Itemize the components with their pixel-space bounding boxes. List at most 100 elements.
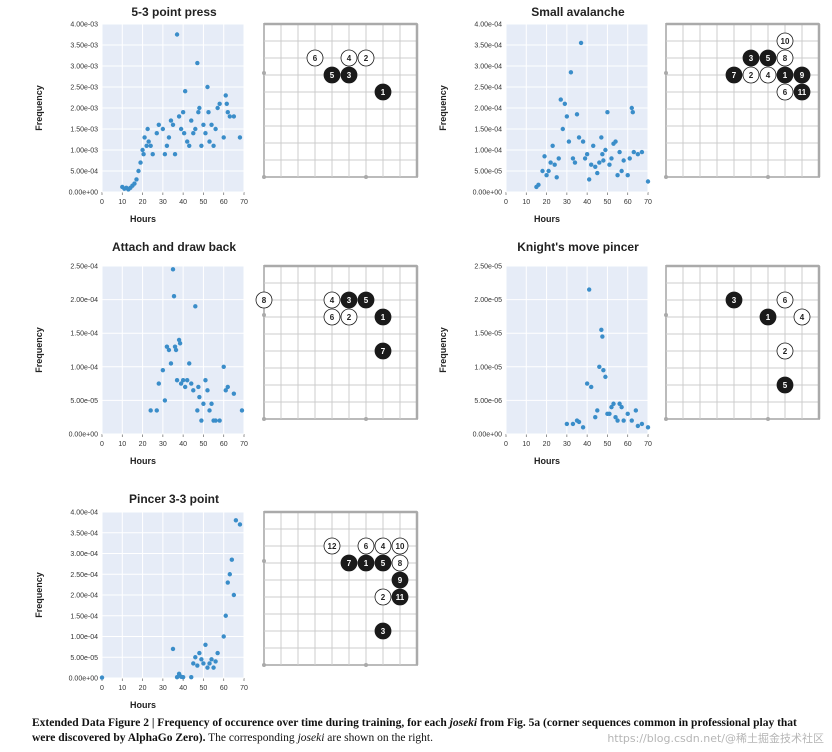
data-point [625,173,630,178]
data-point [562,101,568,107]
data-point [191,661,196,666]
data-point [564,421,570,427]
data-point [138,160,143,165]
data-point [148,143,153,148]
black-stone [323,66,341,84]
data-point [600,152,605,157]
data-point [633,408,639,413]
data-point [199,657,204,662]
data-point [597,160,602,165]
stone-number: 1 [766,313,771,322]
data-point [619,168,624,174]
y-tick-label: 2.50e-05 [474,264,502,271]
white-stone [742,66,760,84]
y-tick-label: 3.50e-04 [474,43,502,50]
white-stone [357,537,375,555]
chart-title: Pincer 3-3 point [129,492,219,506]
x-tick-label: 20 [543,441,551,448]
y-tick-label: 5.00e-06 [474,398,502,405]
data-point [203,642,208,647]
data-point [605,110,610,115]
black-stone [759,308,777,326]
data-point [180,378,186,383]
stone-number: 5 [783,381,788,390]
data-point [193,126,198,132]
x-tick-label: 30 [159,199,167,206]
data-point [576,419,582,425]
data-point [207,408,212,413]
data-point [203,378,208,383]
data-point [223,613,228,618]
data-point [180,110,186,115]
caption-label-italic: joseki [449,717,478,729]
x-tick-label: 20 [139,199,147,206]
data-point [189,674,194,680]
data-point [132,181,137,186]
white-stone [357,49,375,67]
data-point [580,139,586,144]
data-point [196,384,201,390]
data-point [231,114,237,119]
y-tick-label: 5.00e-05 [70,398,98,405]
data-point [99,675,105,680]
x-tick-label: 0 [100,685,104,692]
data-point [635,152,641,157]
data-point [603,147,608,153]
x-tick-label: 30 [563,199,571,206]
data-point [197,394,202,400]
data-point [185,139,190,144]
data-point [627,156,632,161]
stone-number: 9 [398,576,403,585]
data-point [568,70,574,75]
x-axis-label: Hours [130,456,156,466]
data-point [601,158,606,163]
data-point [211,665,216,670]
data-point [550,143,555,148]
stone-number: 5 [330,71,335,80]
data-point [168,118,174,123]
chart-3: Knight's move pincer 0 10 20 30 40 50 60 70 0.00e… [438,240,652,466]
chart-title: 5-3 point press [131,5,217,19]
go-board-2: 8 4 3 5 6 2 1 7 [255,264,419,421]
x-axis-label: Hours [130,214,156,224]
stone-number: 8 [783,54,788,63]
black-stone [759,49,777,67]
x-tick-label: 70 [644,441,652,448]
data-point [239,408,245,413]
data-point [201,401,206,406]
data-point [601,367,606,373]
edge-marker [664,417,668,421]
black-stone [742,49,760,67]
data-point [645,425,651,430]
x-tick-label: 70 [240,685,248,692]
data-point [197,105,202,111]
data-point [172,152,178,157]
data-point [225,110,230,115]
data-point [154,131,159,136]
edge-marker [262,559,266,563]
data-point [582,156,588,161]
stone-number: 1 [381,88,386,97]
stone-number: 4 [381,542,386,551]
y-tick-label: 1.00e-04 [474,148,502,155]
black-stone [374,622,392,640]
black-stone [374,342,392,360]
data-point [189,381,194,386]
y-tick-label: 4.00e-04 [474,22,502,29]
data-point [176,114,182,119]
edge-marker [262,71,266,75]
data-point [630,110,635,115]
white-stone [759,66,777,84]
board-frame [263,511,418,666]
data-point [607,162,612,167]
data-point [224,101,229,107]
data-point [617,149,622,155]
y-axis-label: Frequency [34,572,44,618]
data-point [615,173,620,178]
data-point [629,105,634,111]
white-stone [340,49,358,67]
data-point [225,384,230,390]
white-stone [323,537,341,555]
